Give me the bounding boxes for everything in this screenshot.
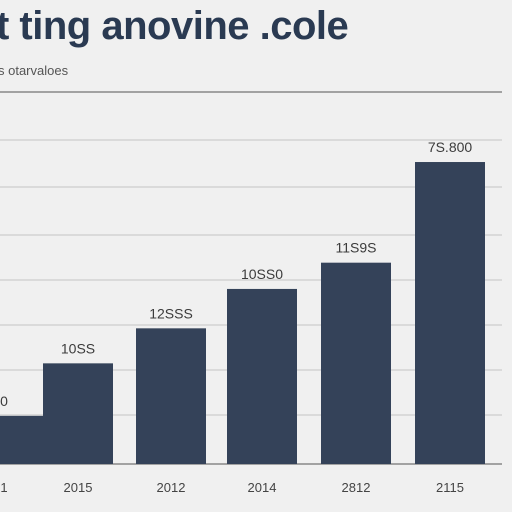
bar-data-label: 11S9S xyxy=(336,240,377,256)
bar-data-label: 0 xyxy=(0,393,8,409)
x-tick-label: 2012 xyxy=(157,480,186,495)
bar-data-label: 12SSS xyxy=(149,305,193,321)
bar-3 xyxy=(227,288,297,464)
bar-data-label: 10SS0 xyxy=(241,266,283,282)
chart-subtitle: s otarvaloes xyxy=(0,63,69,78)
x-tick-label: 1 xyxy=(0,480,7,495)
x-tick-label: 2015 xyxy=(64,480,93,495)
bar-1 xyxy=(43,363,113,464)
bar-2 xyxy=(136,328,206,464)
bar-5 xyxy=(415,162,485,464)
bar-data-label: 7S.800 xyxy=(428,139,473,155)
bar-data-label: 10SS xyxy=(61,340,95,356)
data-labels: 0 10SS 12SSS 10SS0 11S9S 7S.800 xyxy=(0,139,472,409)
x-tick-label: 2812 xyxy=(342,480,371,495)
bars xyxy=(0,162,485,464)
chart-title: t ting anovine .cole xyxy=(0,4,349,48)
x-tick-label: 2014 xyxy=(248,480,277,495)
x-tick-labels: 1 2015 2012 2014 2812 2115 xyxy=(0,480,464,495)
x-tick-label: 2115 xyxy=(436,480,464,495)
bar-0 xyxy=(0,415,43,464)
bar-4 xyxy=(321,262,391,464)
